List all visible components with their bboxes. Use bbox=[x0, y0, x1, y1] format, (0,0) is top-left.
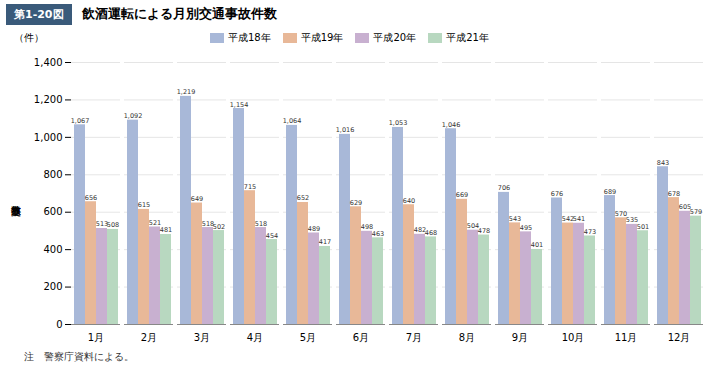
svg-text:9月: 9月 bbox=[512, 332, 528, 343]
svg-text:482: 482 bbox=[413, 226, 427, 235]
html-text:平成18年: 平成18年 bbox=[228, 32, 271, 43]
svg-text:200: 200 bbox=[43, 281, 62, 292]
svg-text:489: 489 bbox=[308, 225, 320, 233]
svg-text:10月: 10月 bbox=[562, 332, 585, 343]
html-text:注 警察庁資料による。: 注 警察庁資料による。 bbox=[24, 351, 134, 362]
svg-text:656: 656 bbox=[85, 194, 97, 202]
svg-text:518: 518 bbox=[201, 219, 215, 228]
svg-text:478: 478 bbox=[478, 227, 490, 235]
svg-text:518: 518 bbox=[255, 220, 267, 228]
svg-text:669: 669 bbox=[456, 191, 468, 199]
svg-text:1,053: 1,053 bbox=[389, 119, 408, 127]
svg-text:543: 543 bbox=[509, 215, 521, 223]
svg-text:676: 676 bbox=[551, 190, 563, 198]
html-text:（件）: （件） bbox=[14, 32, 44, 43]
html-text:第1-20図: 第1-20図 bbox=[14, 7, 64, 21]
svg-text:508: 508 bbox=[107, 221, 119, 229]
svg-text:463: 463 bbox=[372, 230, 384, 238]
svg-text:495: 495 bbox=[520, 224, 532, 232]
svg-text:7月: 7月 bbox=[406, 332, 422, 343]
svg-text:535: 535 bbox=[625, 216, 639, 225]
svg-text:600: 600 bbox=[43, 206, 62, 217]
svg-text:454: 454 bbox=[266, 232, 278, 240]
svg-text:1,219: 1,219 bbox=[177, 88, 196, 96]
svg-text:640: 640 bbox=[403, 197, 415, 205]
svg-text:12月: 12月 bbox=[668, 332, 691, 343]
svg-text:541: 541 bbox=[573, 215, 585, 223]
svg-text:629: 629 bbox=[350, 199, 362, 207]
svg-text:498: 498 bbox=[360, 223, 374, 232]
svg-text:0: 0 bbox=[56, 319, 62, 330]
svg-text:652: 652 bbox=[297, 194, 309, 202]
html-text:飲酒運転による月別交通事故件数: 飲酒運転による月別交通事故件数 bbox=[81, 6, 277, 21]
svg-text:706: 706 bbox=[498, 184, 510, 192]
html-text:平成19年: 平成19年 bbox=[300, 32, 344, 43]
svg-text:5月: 5月 bbox=[300, 332, 316, 343]
svg-text:468: 468 bbox=[425, 229, 437, 237]
svg-text:1,067: 1,067 bbox=[71, 117, 90, 125]
svg-text:649: 649 bbox=[191, 195, 203, 203]
svg-text:2月: 2月 bbox=[141, 332, 157, 343]
svg-text:843: 843 bbox=[657, 159, 669, 167]
svg-text:1,064: 1,064 bbox=[283, 117, 302, 125]
svg-text:1,016: 1,016 bbox=[336, 126, 355, 134]
svg-text:1,092: 1,092 bbox=[124, 112, 143, 120]
svg-text:715: 715 bbox=[244, 183, 256, 191]
svg-text:1,154: 1,154 bbox=[230, 101, 249, 109]
svg-text:689: 689 bbox=[604, 188, 616, 196]
svg-text:481: 481 bbox=[160, 226, 172, 234]
svg-text:1,000: 1,000 bbox=[34, 132, 63, 143]
svg-text:678: 678 bbox=[668, 190, 680, 198]
svg-text:473: 473 bbox=[584, 228, 596, 236]
svg-text:513: 513 bbox=[95, 220, 109, 229]
svg-text:1月: 1月 bbox=[88, 332, 104, 343]
svg-text:400: 400 bbox=[43, 244, 62, 255]
svg-text:570: 570 bbox=[614, 209, 628, 218]
svg-text:605: 605 bbox=[678, 203, 692, 212]
svg-text:504: 504 bbox=[466, 222, 480, 231]
svg-text:800: 800 bbox=[43, 169, 62, 180]
svg-text:521: 521 bbox=[148, 219, 162, 227]
svg-text:4月: 4月 bbox=[247, 332, 263, 343]
svg-text:6月: 6月 bbox=[353, 332, 369, 343]
svg-text:417: 417 bbox=[319, 238, 331, 246]
svg-text:1,046: 1,046 bbox=[442, 121, 461, 129]
svg-text:401: 401 bbox=[531, 241, 543, 249]
svg-text:3月: 3月 bbox=[194, 332, 210, 343]
svg-text:1,400: 1,400 bbox=[34, 57, 63, 68]
svg-text:502: 502 bbox=[213, 223, 225, 231]
svg-text:11月: 11月 bbox=[615, 332, 638, 343]
svg-text:579: 579 bbox=[690, 208, 702, 216]
svg-text:1,200: 1,200 bbox=[34, 94, 63, 105]
html-text:平成21年: 平成21年 bbox=[446, 32, 489, 43]
html-text:平成20年: 平成20年 bbox=[373, 32, 417, 43]
svg-text:615: 615 bbox=[138, 201, 150, 209]
svg-text:542: 542 bbox=[561, 215, 575, 224]
svg-text:8月: 8月 bbox=[459, 332, 475, 343]
svg-text:501: 501 bbox=[637, 223, 649, 231]
